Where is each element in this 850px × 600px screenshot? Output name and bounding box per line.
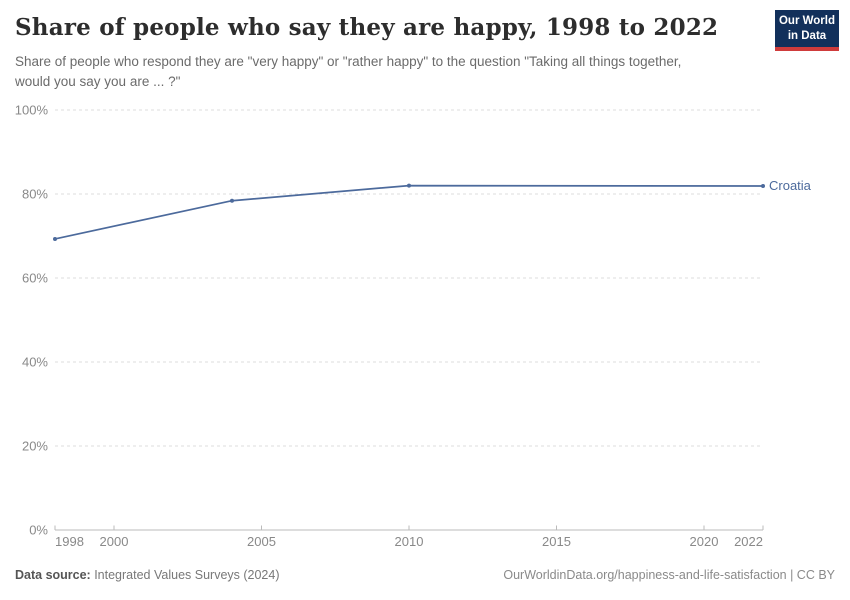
y-tick-label: 60% <box>22 271 48 286</box>
data-source-label: Data source: <box>15 568 91 582</box>
owid-logo-line2: in Data <box>787 29 827 42</box>
series-label-croatia: Croatia <box>769 178 812 193</box>
x-tick-label: 1998 <box>55 534 84 549</box>
line-chart: 0% 20% 40% 60% 80% 100% 1998 2000 2005 2010 2015 20… <box>15 103 812 550</box>
data-point <box>407 183 411 188</box>
chart-subtitle: Share of people who respond they are "ve… <box>15 54 682 89</box>
chart-title: Share of people who say they are happy, … <box>15 14 719 41</box>
y-tick-label: 100% <box>15 103 49 118</box>
y-tick-label: 80% <box>22 187 48 202</box>
series-line <box>54 184 764 240</box>
x-tick-label: 2022 <box>734 534 763 549</box>
y-tick-label: 20% <box>22 439 48 454</box>
x-tick-label: 2005 <box>247 534 276 549</box>
data-point <box>761 184 765 189</box>
data-source: Data source: Integrated Values Surveys (… <box>15 568 280 582</box>
x-tick-label: 2015 <box>542 534 571 549</box>
owid-logo[interactable]: Our World in Data <box>775 10 839 51</box>
y-tick-label: 40% <box>22 355 48 370</box>
x-tick-label: 2020 <box>690 534 719 549</box>
owid-logo-line1: Our World <box>778 15 835 28</box>
data-source-value: Integrated Values Surveys (2024) <box>90 568 280 582</box>
y-tick-label: 0% <box>29 523 48 538</box>
data-point <box>53 236 57 241</box>
footer-link[interactable]: OurWorldinData.org/happiness-and-life-sa… <box>503 568 835 582</box>
x-tick-label: 2010 <box>395 534 424 549</box>
chart-footer: Data source: Integrated Values Surveys (… <box>15 568 835 582</box>
x-tick-label: 2000 <box>100 534 129 549</box>
data-point <box>230 198 234 203</box>
